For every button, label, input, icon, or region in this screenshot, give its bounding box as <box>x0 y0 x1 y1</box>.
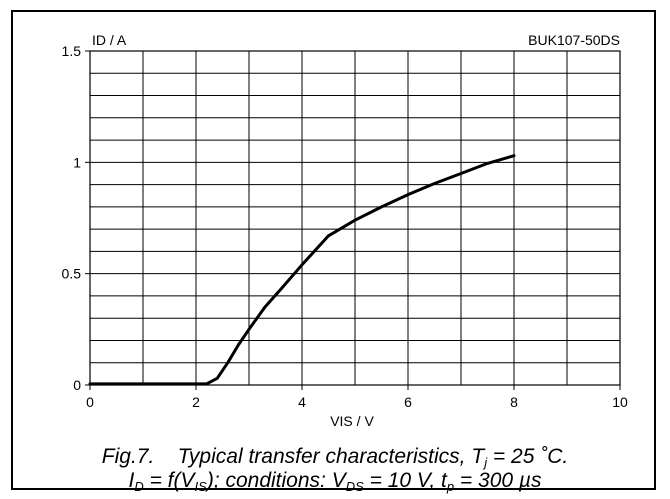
series-line <box>88 154 516 386</box>
caption-conditions: ); conditions: V <box>206 469 346 492</box>
y-tick-label: 0 <box>73 377 81 393</box>
plot-border <box>89 50 621 386</box>
caption-sub-d: D <box>134 479 144 494</box>
caption-sub-is: IS <box>194 479 207 494</box>
x-tick-label: 6 <box>404 394 412 410</box>
tick-labels: 0 2 4 6 8 10 0 0.5 1 1.5 <box>62 43 628 410</box>
x-tick-label: 2 <box>192 394 200 410</box>
figure-frame <box>11 10 656 490</box>
y-tick-label: 0.5 <box>62 266 82 282</box>
y-tick-label: 1.5 <box>62 43 82 59</box>
x-tick-label: 8 <box>510 394 518 410</box>
caption-vds: = 10 V, t <box>363 469 447 492</box>
caption-function: = f(V <box>143 469 195 492</box>
caption-title: Typical transfer characteristics, T <box>177 445 485 468</box>
x-tick-label: 4 <box>298 394 306 410</box>
caption-tp: = 300 µs <box>454 469 542 492</box>
x-axis-label: VIS / V <box>330 413 374 429</box>
y-axis-label: ID / A <box>92 32 127 48</box>
device-label: BUK107-50DS <box>528 32 620 48</box>
caption-temperature: = 25 ˚C. <box>487 445 569 468</box>
figure-number: Fig.7. <box>101 445 155 468</box>
x-tick-label: 0 <box>86 394 94 410</box>
grid <box>85 50 621 390</box>
caption-sub-j: j <box>484 455 488 470</box>
caption-line-2: ID = f(VIS); conditions: VDS = 10 V, tp … <box>0 469 670 494</box>
caption-sub-p: p <box>446 479 455 494</box>
caption-sub-ds: DS <box>345 479 364 494</box>
x-tick-label: 10 <box>612 394 628 410</box>
caption-i: I <box>128 469 135 492</box>
caption-line-1: Fig.7. Typical transfer characteristics,… <box>0 445 670 470</box>
y-tick-label: 1 <box>73 154 81 170</box>
